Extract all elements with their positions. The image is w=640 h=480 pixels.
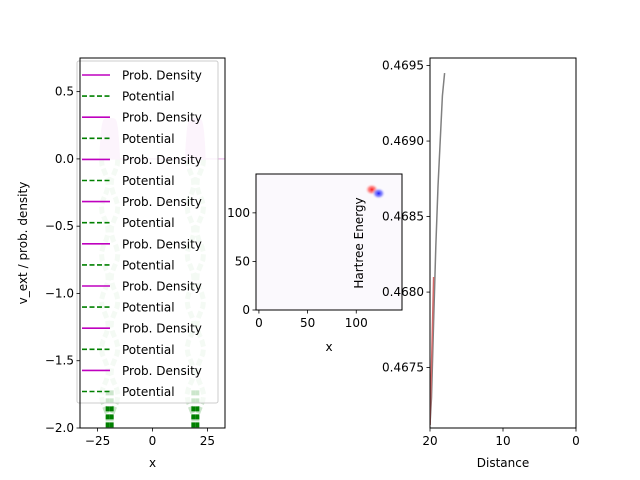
x-tick-label: 0	[572, 434, 580, 448]
legend-label: Prob. Density	[122, 69, 202, 83]
x-tick-label: 20	[422, 434, 437, 448]
legend-label: Prob. Density	[122, 237, 202, 251]
x-tick-label: 100	[345, 316, 368, 330]
y-tick-label: −0.5	[45, 219, 74, 233]
y-tick-label: −2.0	[45, 421, 74, 435]
y-tick-label: 0.5	[55, 85, 74, 99]
legend-label: Prob. Density	[122, 280, 202, 294]
y-axis-label: Hartree Energy	[352, 197, 366, 288]
x-axis-label: x	[325, 340, 332, 354]
legend-label: Potential	[122, 258, 175, 272]
y-tick-label: 50	[235, 254, 250, 268]
legend-label: Prob. Density	[122, 153, 202, 167]
y-tick-label: 0.0	[55, 152, 74, 166]
y-tick-label: 0.4685	[382, 210, 424, 224]
potential-density-plot: Prob. Density Potential Prob. Density Poten…	[16, 57, 226, 470]
y-tick-label: 0	[242, 303, 250, 317]
legend-label: Potential	[122, 90, 175, 104]
legend-box	[76, 60, 219, 404]
y-tick-label: 0.4675	[382, 361, 424, 375]
legend-label: Potential	[122, 301, 175, 315]
energy-line	[430, 73, 446, 426]
legend-label: Potential	[122, 216, 175, 230]
legend-label: Potential	[122, 132, 175, 146]
x-tick-label: 0	[149, 434, 157, 448]
y-tick-label: −1.5	[45, 354, 74, 368]
legend-label: Potential	[122, 343, 175, 357]
negative-lobe	[371, 187, 386, 200]
x-tick-label: 25	[200, 434, 215, 448]
y-tick-label: 0.4680	[382, 285, 424, 299]
legend-label: Potential	[122, 385, 175, 399]
legend: Prob. Density Potential Prob. Density Poten…	[76, 60, 219, 404]
x-axis-label: Distance	[477, 456, 529, 470]
y-tick-label: −1.0	[45, 286, 74, 300]
hartree-energy-plot: 20 10 0 0.4675 0.4680 0.4685 0.4690 0.4695 Dis…	[352, 57, 580, 470]
x-axis-label: x	[149, 456, 156, 470]
wavefunction-heatmap: 0 50 100 0 50 100 x	[227, 173, 403, 354]
axes-frame	[255, 173, 403, 311]
y-tick-label: 0.4695	[382, 59, 424, 73]
x-tick-label: 10	[495, 434, 510, 448]
legend-label: Prob. Density	[122, 111, 202, 125]
y-axis-label: v_ext / prob. density	[16, 182, 30, 305]
x-tick-label: 50	[300, 316, 315, 330]
x-tick-label: 0	[255, 316, 263, 330]
legend-label: Prob. Density	[122, 364, 202, 378]
y-tick-label: 0.4690	[382, 134, 424, 148]
legend-label: Potential	[122, 174, 175, 188]
y-tick-label: 100	[227, 206, 250, 220]
legend-label: Prob. Density	[122, 195, 202, 209]
x-tick-label: −25	[85, 434, 110, 448]
legend-label: Prob. Density	[122, 322, 202, 336]
